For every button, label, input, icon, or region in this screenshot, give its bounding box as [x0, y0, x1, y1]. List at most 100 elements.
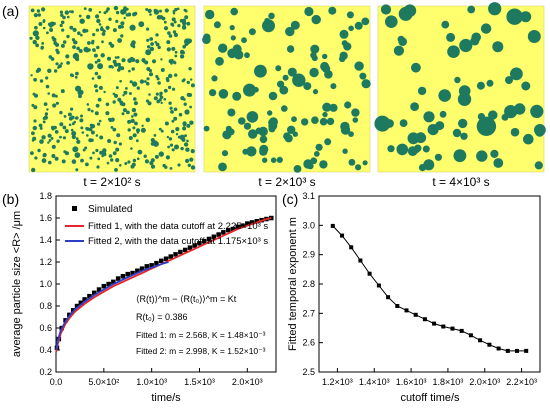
chart-c-point	[358, 258, 363, 263]
particle	[51, 144, 56, 149]
particle	[129, 80, 133, 84]
particle	[34, 25, 38, 30]
particle	[70, 107, 74, 111]
particle	[95, 14, 100, 19]
particle	[374, 115, 391, 132]
particle	[136, 86, 140, 90]
particle	[86, 134, 89, 137]
chart-b-point	[74, 303, 80, 309]
particle	[121, 102, 126, 107]
particle	[218, 89, 229, 99]
particle	[380, 4, 392, 15]
chart-b-ytick-label: 1.6	[39, 213, 52, 223]
panel-label-b: (b)	[2, 191, 20, 207]
particle	[168, 59, 173, 64]
particle	[91, 39, 95, 43]
particle	[150, 138, 155, 143]
particle	[144, 80, 147, 83]
particle	[142, 60, 146, 63]
chart-b-point	[144, 264, 150, 269]
particle	[98, 11, 102, 14]
chart-b-point	[197, 241, 202, 246]
legend-label-simulated: Simulated	[88, 204, 132, 215]
particle	[131, 81, 138, 87]
particle	[71, 159, 77, 164]
particle	[190, 165, 196, 170]
particle	[69, 25, 74, 30]
particle	[230, 35, 236, 41]
particle	[168, 73, 173, 79]
particle	[168, 101, 172, 105]
particle	[37, 148, 41, 153]
particle	[510, 67, 523, 81]
particle	[137, 149, 143, 155]
particle	[183, 102, 187, 106]
chart-c-xtick-label: 2.2×10³	[506, 377, 537, 387]
particle	[312, 89, 319, 95]
chart-c-point	[432, 321, 437, 326]
particle	[110, 126, 114, 129]
particle	[311, 116, 319, 124]
particle	[149, 46, 155, 52]
particle	[115, 86, 119, 90]
particle	[276, 156, 283, 163]
particle	[441, 20, 450, 29]
particle	[42, 120, 46, 124]
chart-c-ytick-label: 3.1	[302, 191, 315, 201]
particle	[132, 158, 137, 163]
particle	[89, 156, 93, 160]
particle	[351, 108, 360, 117]
particle	[110, 43, 115, 48]
particle	[95, 89, 99, 93]
particle	[179, 19, 184, 23]
particle	[170, 129, 175, 134]
particle	[180, 146, 184, 151]
particle	[96, 165, 100, 169]
particle	[128, 69, 131, 73]
particle	[118, 142, 122, 146]
chart-b-point	[216, 232, 221, 237]
particle	[139, 79, 145, 84]
particle	[117, 24, 122, 29]
particle	[287, 125, 296, 134]
particle	[131, 67, 135, 71]
particle	[218, 162, 227, 172]
particle	[107, 139, 112, 143]
particle	[32, 136, 37, 141]
chart-c-point	[404, 308, 409, 313]
chart-c-ytick-label: 2.7	[302, 308, 315, 318]
chart-b-point	[115, 276, 121, 281]
particle	[275, 65, 282, 72]
particle	[94, 111, 99, 116]
particle	[90, 130, 95, 135]
particle	[322, 53, 328, 60]
particle	[287, 67, 297, 77]
particle	[322, 64, 331, 73]
particle	[205, 9, 215, 20]
particle	[506, 8, 523, 25]
particle	[180, 96, 185, 101]
particle	[492, 41, 504, 53]
particle	[59, 122, 64, 127]
particle	[145, 81, 150, 86]
chart-b-point	[211, 234, 217, 239]
chart-b-xtick-label: 1.5×10³	[184, 377, 215, 387]
particle	[183, 142, 189, 147]
chart-b-point	[187, 245, 193, 250]
particle	[160, 129, 164, 133]
particle	[163, 88, 168, 93]
particle	[232, 91, 242, 101]
particle	[64, 129, 69, 134]
particle	[218, 43, 228, 53]
particle	[248, 28, 256, 36]
particle	[71, 74, 75, 78]
particle	[359, 72, 367, 80]
particle	[129, 24, 136, 31]
chart-b-point	[101, 283, 107, 289]
chart-b-legend: Simulated Fitted 1, with the data cutoff…	[65, 204, 268, 247]
particle	[108, 17, 112, 21]
chart-b-ytick-label: 0.2	[39, 367, 52, 377]
particle	[166, 135, 170, 139]
particle	[177, 24, 181, 28]
particle	[154, 154, 159, 159]
